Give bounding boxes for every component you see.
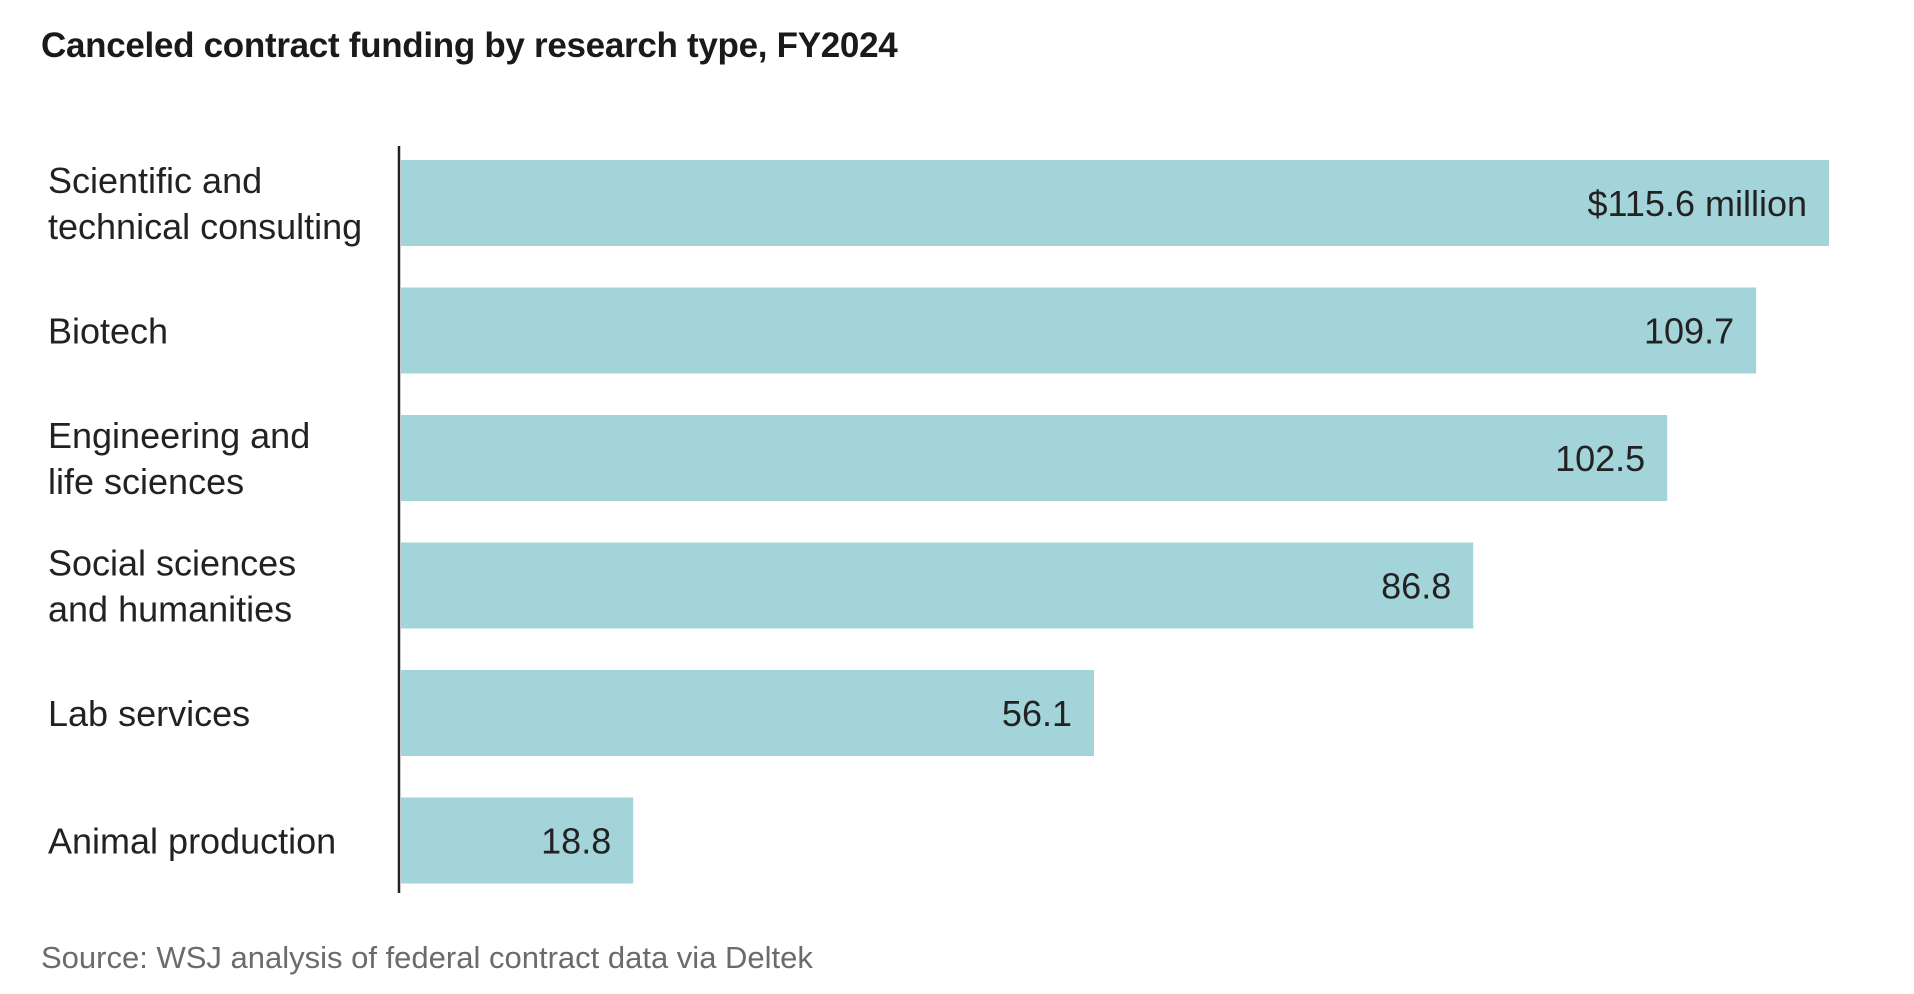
category-label-0-line-1: technical consulting <box>48 206 362 247</box>
value-label-1: 109.7 <box>1644 311 1734 352</box>
category-label-5-line-0: Animal production <box>48 821 336 862</box>
value-label-4: 56.1 <box>1002 693 1072 734</box>
bar-2 <box>401 415 1668 501</box>
category-label-2-line-0: Engineering and <box>48 415 310 456</box>
category-label-2-line-1: life sciences <box>48 461 244 502</box>
category-label-4-line-0: Lab services <box>48 693 250 734</box>
bar-0 <box>401 160 1829 246</box>
source-note: Source: WSJ analysis of federal contract… <box>41 940 813 975</box>
bar-3 <box>401 542 1474 629</box>
bar-1 <box>401 287 1757 374</box>
category-labels: Scientific and technical consulting Biotec… <box>48 160 362 862</box>
category-label-0-line-0: Scientific and <box>48 160 262 201</box>
category-label-3-line-0: Social sciences <box>48 543 296 584</box>
chart-title: Canceled contract funding by research ty… <box>41 26 898 65</box>
bar-4 <box>401 670 1094 756</box>
category-label-3-line-1: and humanities <box>48 589 292 630</box>
value-label-0: $115.6 million <box>1588 183 1807 224</box>
value-label-5: 18.8 <box>541 821 611 862</box>
value-label-2: 102.5 <box>1555 438 1645 479</box>
bars-layer: $115.6 million 109.7 102.5 86.8 56.1 18.8 <box>401 160 1829 884</box>
bar-5 <box>401 797 634 884</box>
category-label-1-line-0: Biotech <box>48 311 168 352</box>
bar-chart: $115.6 million 109.7 102.5 86.8 56.1 18.8 Sci… <box>48 146 1829 893</box>
value-label-3: 86.8 <box>1381 566 1451 607</box>
